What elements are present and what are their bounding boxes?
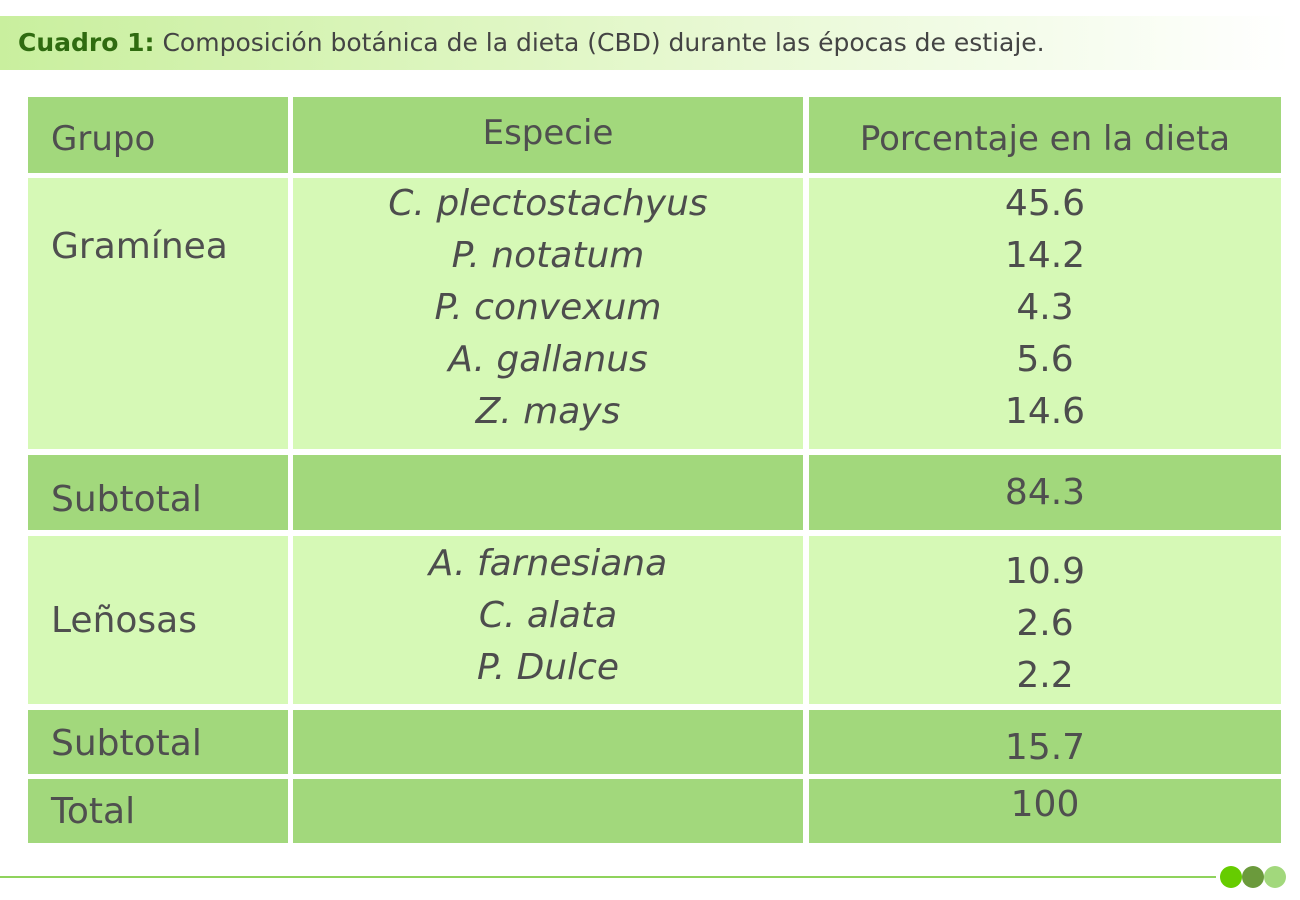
percentage-value: 45.6: [1004, 183, 1086, 224]
subtotal-species-cell-2: [293, 710, 803, 774]
subtotal-species-cell-1: [293, 455, 803, 530]
header-especie: Especie: [482, 113, 614, 153]
percentage-value: 2.2: [1016, 655, 1074, 696]
species-name: P. convexum: [434, 287, 662, 328]
decorative-dot-icon: [1220, 866, 1242, 888]
species-name: A. farnesiana: [428, 543, 668, 584]
value-list-graminea: 45.6 14.2 4.3 5.6 14.6: [809, 178, 1281, 438]
subtotal-value: 84.3: [1004, 472, 1086, 513]
header-cell-especie: Especie: [293, 97, 803, 173]
header-cell-grupo: Grupo: [28, 97, 288, 173]
species-name: C. plectostachyus: [388, 183, 708, 224]
total-species-cell: [293, 779, 803, 843]
caption-band: [0, 16, 1290, 70]
header-cell-porcentaje: Porcentaje en la dieta: [809, 97, 1281, 173]
total-label-cell: Total: [28, 779, 288, 843]
percentage-value: 2.6: [1016, 603, 1074, 644]
subtotal-label: Subtotal: [51, 723, 202, 764]
subtotal-value-cell-1: 84.3: [809, 455, 1281, 530]
decorative-dot-icon: [1264, 866, 1286, 888]
percentage-value: 5.6: [1016, 339, 1074, 380]
caption-label: Cuadro 1:: [18, 28, 155, 57]
total-value-cell: 100: [809, 779, 1281, 843]
decorative-dot-icon: [1242, 866, 1264, 888]
subtotal-value: 15.7: [1004, 727, 1086, 768]
header-grupo: Grupo: [51, 119, 156, 159]
subtotal-label-cell-2: Subtotal: [28, 710, 288, 774]
header-porcentaje: Porcentaje en la dieta: [859, 119, 1231, 159]
group-lenosas: Leñosas: [51, 600, 197, 641]
total-value: 100: [1010, 784, 1080, 825]
group-graminea: Gramínea: [51, 226, 228, 267]
table-caption: Cuadro 1: Composición botánica de la die…: [18, 27, 1045, 59]
percentage-value: 10.9: [1004, 551, 1086, 592]
total-label: Total: [51, 791, 136, 832]
species-list-graminea: C. plectostachyus P. notatum P. convexum…: [293, 178, 803, 438]
caption-text: Composición botánica de la dieta (CBD) d…: [162, 28, 1045, 57]
species-list-lenosas: A. farnesiana C. alata P. Dulce: [293, 538, 803, 694]
species-name: P. Dulce: [476, 647, 620, 688]
subtotal-label-cell-1: Subtotal: [28, 455, 288, 530]
value-list-lenosas: 10.9 2.6 2.2: [809, 546, 1281, 702]
species-name: C. alata: [478, 595, 618, 636]
species-cell-graminea: C. plectostachyus P. notatum P. convexum…: [293, 178, 803, 449]
species-cell-lenosas: A. farnesiana C. alata P. Dulce: [293, 536, 803, 704]
percentage-value: 14.2: [1004, 235, 1086, 276]
footer-divider: [0, 876, 1216, 878]
subtotal-label: Subtotal: [51, 479, 202, 520]
group-cell-graminea: Gramínea: [28, 178, 288, 449]
value-cell-graminea: 45.6 14.2 4.3 5.6 14.6: [809, 178, 1281, 449]
percentage-value: 14.6: [1004, 391, 1086, 432]
subtotal-value-cell-2: 15.7: [809, 710, 1281, 774]
species-name: P. notatum: [451, 235, 645, 276]
percentage-value: 4.3: [1016, 287, 1074, 328]
species-name: Z. mays: [475, 391, 621, 432]
value-cell-lenosas: 10.9 2.6 2.2: [809, 536, 1281, 704]
group-cell-lenosas: Leñosas: [28, 536, 288, 704]
species-name: A. gallanus: [448, 339, 648, 380]
